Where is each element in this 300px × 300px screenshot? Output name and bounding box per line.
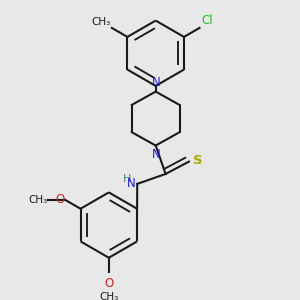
- Text: N: N: [152, 76, 161, 89]
- Text: H: H: [123, 174, 131, 184]
- Text: CH₃: CH₃: [99, 292, 119, 300]
- Text: CH₃: CH₃: [91, 16, 110, 26]
- Text: S: S: [193, 154, 203, 167]
- Text: Cl: Cl: [201, 14, 213, 26]
- Text: N: N: [127, 177, 136, 190]
- Text: CH₃: CH₃: [29, 195, 48, 205]
- Text: N: N: [152, 148, 161, 161]
- Text: O: O: [104, 277, 113, 290]
- Text: O: O: [55, 193, 64, 206]
